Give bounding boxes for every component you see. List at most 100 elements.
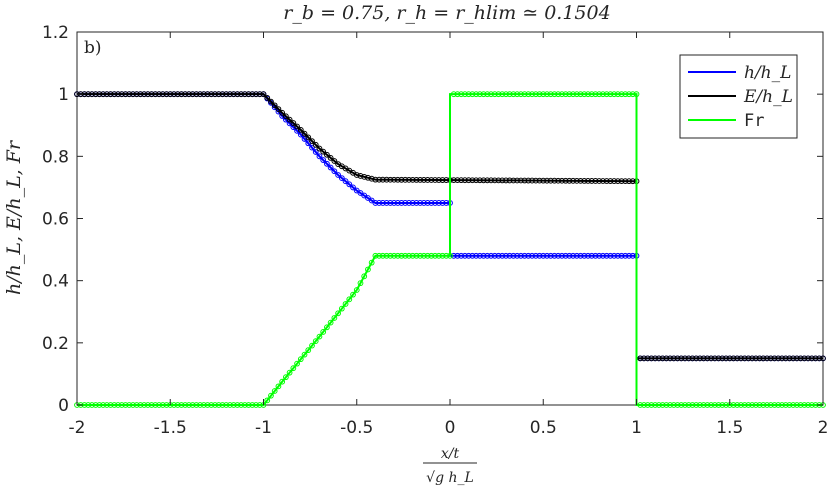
data-point <box>659 402 666 408</box>
data-point <box>297 356 304 363</box>
data-point <box>588 178 595 184</box>
data-point <box>338 175 345 181</box>
data-point <box>331 168 338 175</box>
data-point <box>465 252 472 259</box>
data-point <box>432 200 438 206</box>
data-point <box>689 355 696 362</box>
x-tick-label: 0 <box>445 418 456 438</box>
data-point <box>577 91 584 98</box>
data-point <box>704 402 711 408</box>
data-point <box>581 252 588 259</box>
data-point <box>200 402 207 408</box>
data-point <box>521 252 528 259</box>
data-point <box>290 365 297 372</box>
data-point <box>178 402 185 408</box>
data-point <box>316 333 323 340</box>
data-point <box>186 402 192 408</box>
data-point <box>327 164 334 171</box>
data-point <box>107 402 114 408</box>
data-point <box>256 91 263 98</box>
data-point <box>480 91 487 98</box>
data-point <box>603 252 610 259</box>
data-point <box>301 351 308 358</box>
data-point <box>585 178 591 184</box>
data-point <box>775 402 782 408</box>
data-point <box>555 177 562 184</box>
x-axis-label-numerator: x/t <box>441 446 460 462</box>
data-point <box>488 252 494 259</box>
data-point <box>327 154 334 161</box>
data-point <box>559 91 565 98</box>
data-point <box>476 91 483 98</box>
data-point <box>402 252 409 259</box>
data-point <box>309 138 315 145</box>
data-point <box>450 177 457 184</box>
data-point <box>600 91 606 98</box>
data-point <box>655 355 662 362</box>
data-point <box>749 355 756 362</box>
data-point <box>234 91 241 98</box>
data-point <box>745 402 752 408</box>
data-point <box>365 174 371 181</box>
data-point <box>383 176 390 183</box>
data-point <box>271 388 278 394</box>
data-point <box>137 91 144 98</box>
data-point <box>376 200 383 206</box>
data-point <box>573 91 580 98</box>
panel-label: b) <box>84 38 102 58</box>
data-point <box>622 178 629 185</box>
data-point <box>182 91 189 98</box>
data-point <box>387 252 394 259</box>
data-point <box>268 392 274 399</box>
data-point <box>525 177 532 184</box>
data-point <box>148 402 155 408</box>
legend: h/h_L E/h_L Fr <box>679 54 798 139</box>
data-point <box>603 178 610 184</box>
data-point <box>454 177 461 184</box>
data-point <box>286 116 293 123</box>
data-point <box>275 383 282 390</box>
data-point <box>484 91 491 98</box>
data-point <box>711 355 718 362</box>
data-point <box>756 355 763 362</box>
data-point <box>432 177 438 183</box>
data-point <box>644 402 651 408</box>
data-point <box>588 91 595 98</box>
data-point <box>260 91 267 98</box>
data-point <box>92 402 99 408</box>
data-point <box>103 91 110 98</box>
data-point <box>141 402 148 408</box>
data-point <box>517 252 524 259</box>
data-point <box>152 402 159 408</box>
data-point <box>458 177 465 184</box>
data-point <box>562 252 569 259</box>
data-point <box>253 402 259 408</box>
data-point <box>551 91 558 98</box>
data-point <box>133 402 140 408</box>
data-point <box>290 120 297 126</box>
data-point <box>786 402 793 408</box>
data-point <box>614 252 621 259</box>
data-point <box>495 252 502 259</box>
data-point <box>510 177 517 184</box>
data-point <box>506 177 513 184</box>
data-point <box>368 175 375 182</box>
data-point <box>708 402 714 408</box>
data-point <box>491 252 498 259</box>
data-point <box>256 402 263 408</box>
data-point <box>238 91 245 98</box>
data-point <box>752 355 759 362</box>
data-point <box>462 91 468 98</box>
data-point <box>697 355 703 362</box>
data-point <box>760 355 767 362</box>
data-point <box>540 177 547 184</box>
data-point <box>282 113 289 120</box>
data-point <box>697 402 703 408</box>
data-point <box>521 177 528 184</box>
data-point <box>607 252 614 259</box>
series-layer <box>74 91 826 408</box>
data-point <box>529 177 535 184</box>
data-point <box>443 252 450 259</box>
data-point <box>103 402 110 408</box>
data-point <box>264 95 271 101</box>
